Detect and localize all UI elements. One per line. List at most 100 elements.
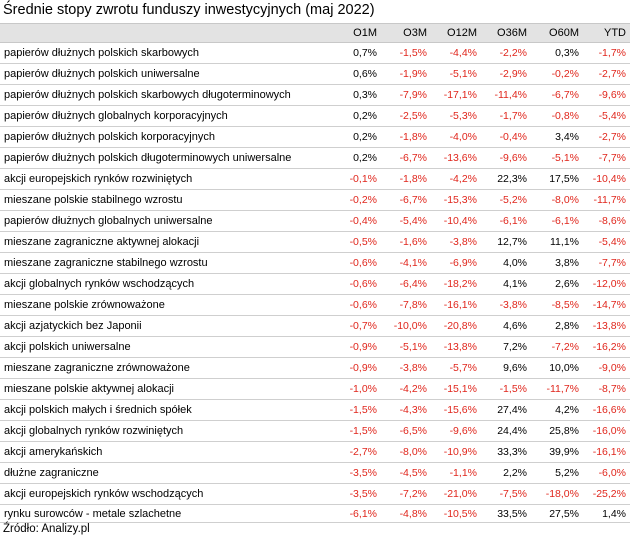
fund-category-name: mieszane polskie zrównoważone	[0, 294, 328, 316]
table-row: papierów dłużnych polskich uniwersalne 0,…	[0, 63, 630, 85]
fund-category-name: dłużne zagraniczne	[0, 462, 328, 484]
return-value-cell: -1,5%	[328, 399, 381, 421]
table-header-row: O1M O3M O12M O36M O60M YTD	[0, 23, 630, 43]
return-value-cell: 5,2%	[531, 462, 583, 484]
return-value-cell: -15,1%	[431, 378, 481, 400]
return-value-cell: -11,7%	[583, 189, 630, 211]
return-value-cell: 39,9%	[531, 441, 583, 463]
table-row: papierów dłużnych polskich skarbowych dł…	[0, 84, 630, 106]
table-row: akcji azjatyckich bez Japonii -0,7% -10,0%…	[0, 315, 630, 337]
return-value-cell: -6,7%	[381, 147, 431, 169]
table-body: papierów dłużnych polskich skarbowych 0,7…	[0, 42, 630, 523]
table-row: akcji polskich uniwersalne -0,9% -5,1% -13,…	[0, 336, 630, 358]
report-title: Średnie stopy zwrotu funduszy inwestycyj…	[3, 2, 375, 18]
return-value-cell: -10,9%	[431, 441, 481, 463]
return-value-cell: -2,9%	[481, 63, 531, 85]
return-value-cell: -3,8%	[381, 357, 431, 379]
return-value-cell: -16,6%	[583, 399, 630, 421]
fund-category-name: papierów dłużnych globalnych uniwersalne	[0, 210, 328, 232]
return-value-cell: 27,4%	[481, 399, 531, 421]
return-value-cell: -0,8%	[531, 105, 583, 127]
return-value-cell: -16,0%	[583, 420, 630, 442]
return-value-cell: -8,6%	[583, 210, 630, 232]
fund-category-name: akcji polskich małych i średnich spółek	[0, 399, 328, 421]
fund-category-name: akcji globalnych rynków rozwiniętych	[0, 420, 328, 442]
return-value-cell: 33,3%	[481, 441, 531, 463]
fund-category-name: mieszane polskie stabilnego wzrostu	[0, 189, 328, 211]
return-value-cell: -0,9%	[328, 336, 381, 358]
return-value-cell: -1,5%	[481, 378, 531, 400]
return-value-cell: -15,6%	[431, 399, 481, 421]
return-value-cell: -5,3%	[431, 105, 481, 127]
returns-table: O1M O3M O12M O36M O60M YTD papierów dłuż…	[0, 23, 630, 523]
return-value-cell: -5,7%	[431, 357, 481, 379]
fund-category-name: akcji amerykańskich	[0, 441, 328, 463]
return-value-cell: -4,2%	[431, 168, 481, 190]
table-row: papierów dłużnych polskich skarbowych 0,7…	[0, 42, 630, 64]
source-note: Źródło: Analizy.pl	[3, 523, 90, 535]
return-value-cell: 0,2%	[328, 147, 381, 169]
column-header-fund	[0, 23, 328, 43]
return-value-cell: 0,7%	[328, 42, 381, 64]
table-row: akcji polskich małych i średnich spółek -…	[0, 399, 630, 421]
return-value-cell: -0,1%	[328, 168, 381, 190]
return-value-cell: -5,4%	[583, 231, 630, 253]
return-value-cell: 0,2%	[328, 105, 381, 127]
fund-category-name: akcji polskich uniwersalne	[0, 336, 328, 358]
return-value-cell: -8,7%	[583, 378, 630, 400]
return-value-cell: -15,3%	[431, 189, 481, 211]
return-value-cell: 0,6%	[328, 63, 381, 85]
return-value-cell: -1,5%	[328, 420, 381, 442]
return-value-cell: 4,6%	[481, 315, 531, 337]
return-value-cell: -5,1%	[431, 63, 481, 85]
table-row: mieszane polskie aktywnej alokacji -1,0% -…	[0, 378, 630, 400]
return-value-cell: -14,7%	[583, 294, 630, 316]
return-value-cell: -21,0%	[431, 483, 481, 505]
table-row: akcji europejskich rynków rozwiniętych -0…	[0, 168, 630, 190]
return-value-cell: -4,0%	[431, 126, 481, 148]
return-value-cell: 24,4%	[481, 420, 531, 442]
table-row: akcji globalnych rynków wschodzących -0,6…	[0, 273, 630, 295]
fund-category-name: akcji europejskich rynków rozwiniętych	[0, 168, 328, 190]
return-value-cell: -4,2%	[381, 378, 431, 400]
return-value-cell: -6,1%	[328, 504, 381, 523]
return-value-cell: 10,0%	[531, 357, 583, 379]
table-row: papierów dłużnych globalnych uniwersalne…	[0, 210, 630, 232]
return-value-cell: -4,3%	[381, 399, 431, 421]
fund-category-name: mieszane zagraniczne stabilnego wzrostu	[0, 252, 328, 274]
return-value-cell: 3,4%	[531, 126, 583, 148]
return-value-cell: -0,4%	[328, 210, 381, 232]
return-value-cell: 4,0%	[481, 252, 531, 274]
return-value-cell: -3,5%	[328, 483, 381, 505]
return-value-cell: -2,2%	[481, 42, 531, 64]
return-value-cell: 0,3%	[531, 42, 583, 64]
fund-category-name: papierów dłużnych polskich skarbowych	[0, 42, 328, 64]
table-row: mieszane polskie zrównoważone -0,6% -7,8% -…	[0, 294, 630, 316]
fund-category-name: papierów dłużnych polskich długoterminow…	[0, 147, 328, 169]
return-value-cell: -10,5%	[431, 504, 481, 523]
return-value-cell: 3,8%	[531, 252, 583, 274]
return-value-cell: 7,2%	[481, 336, 531, 358]
return-value-cell: 12,7%	[481, 231, 531, 253]
return-value-cell: -10,4%	[583, 168, 630, 190]
return-value-cell: -6,5%	[381, 420, 431, 442]
return-value-cell: 11,1%	[531, 231, 583, 253]
return-value-cell: -16,1%	[583, 441, 630, 463]
fund-category-name: papierów dłużnych polskich skarbowych dł…	[0, 84, 328, 106]
return-value-cell: -6,1%	[481, 210, 531, 232]
table-row: akcji globalnych rynków rozwiniętych -1,5…	[0, 420, 630, 442]
return-value-cell: -0,6%	[328, 273, 381, 295]
return-value-cell: 0,3%	[328, 84, 381, 106]
return-value-cell: -1,1%	[431, 462, 481, 484]
return-value-cell: -8,5%	[531, 294, 583, 316]
return-value-cell: -7,2%	[381, 483, 431, 505]
return-value-cell: 33,5%	[481, 504, 531, 523]
return-value-cell: -16,1%	[431, 294, 481, 316]
return-value-cell: -11,4%	[481, 84, 531, 106]
return-value-cell: -3,5%	[328, 462, 381, 484]
table-row: mieszane zagraniczne zrównoważone -0,9% -3…	[0, 357, 630, 379]
return-value-cell: 2,8%	[531, 315, 583, 337]
return-value-cell: -5,2%	[481, 189, 531, 211]
fund-category-name: mieszane zagraniczne aktywnej alokacji	[0, 231, 328, 253]
